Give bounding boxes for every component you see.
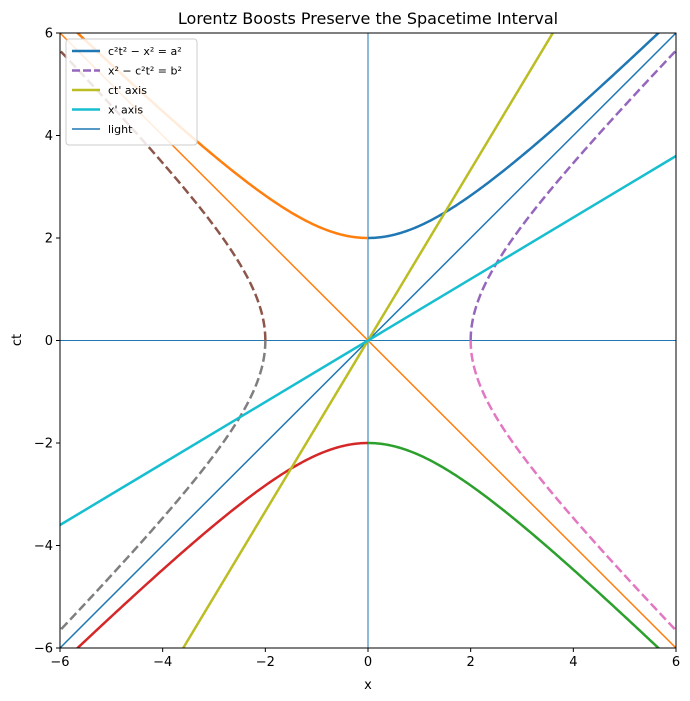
y-tick-label: 6 [45,27,53,42]
legend: c²t² − x² = a² x² − c²t² = b² ct' axis x' a… [65,38,198,146]
y-tick-label: 4 [45,129,53,144]
y-tick-label: 0 [45,334,53,349]
x-tick-label: 6 [672,655,680,670]
legend-label: c²t² − x² = a² [108,45,182,58]
hyperbola-right-lower [469,340,676,633]
x-axis-ticks: −6 −4 −2 0 2 4 6 [50,648,680,670]
x-tick-label: −6 [50,655,69,670]
legend-label: x' axis [108,104,143,117]
x-prime-axis-line [60,154,676,527]
hyperbola-right-upper [469,48,676,341]
y-tick-label: −2 [34,437,53,452]
x-tick-label: 4 [569,655,577,670]
hyperbola-lower-right [367,441,661,648]
y-tick-label: −4 [34,539,53,554]
legend-label: x² − c²t² = b² [108,65,182,78]
legend-label: ct' axis [108,84,147,97]
hyperbola-left-lower [60,340,267,633]
x-tick-label: −2 [256,655,275,670]
x-axis-label: x [364,678,372,693]
y-axis-label: ct [10,334,25,346]
legend-box [65,38,198,146]
legend-label: light [108,123,133,136]
x-tick-label: 2 [467,655,475,670]
chart-title: Lorentz Boosts Preserve the Spacetime In… [178,9,558,28]
y-tick-label: 2 [45,232,53,247]
y-tick-label: −6 [34,642,53,657]
hyperbola-lower-left [75,441,369,648]
y-axis-ticks: −6 −4 −2 0 2 4 6 [34,27,60,657]
hyperbola-upper-right [367,33,661,240]
x-tick-label: 0 [364,655,372,670]
x-tick-label: −4 [153,655,172,670]
